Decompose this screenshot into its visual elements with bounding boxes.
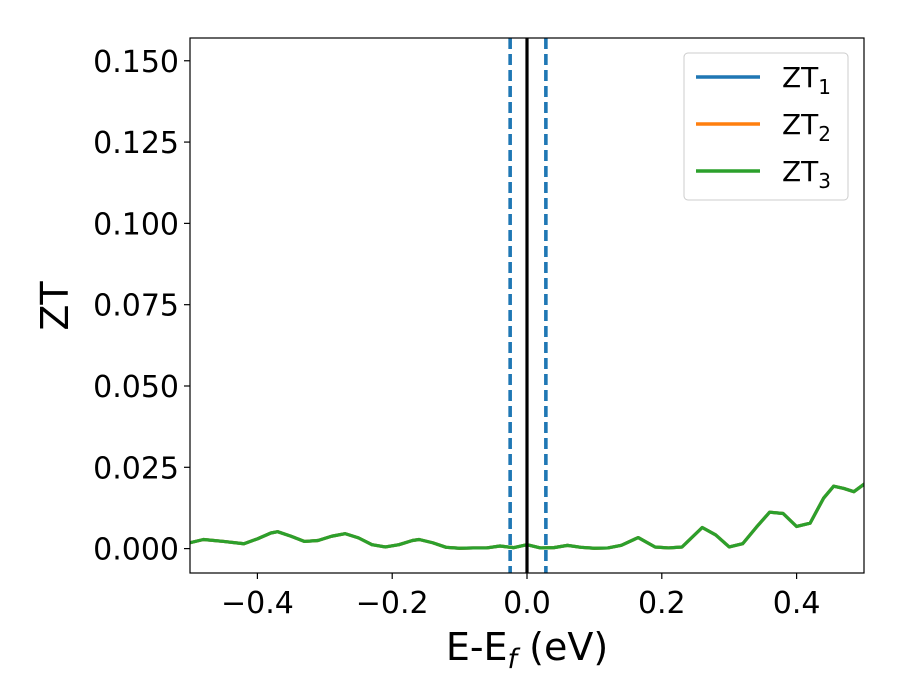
legend-label-zt3: ZT3 — [782, 155, 831, 193]
legend: ZT1 ZT2 ZT3 — [683, 52, 849, 201]
legend-label-zt1: ZT1 — [782, 61, 831, 99]
y-axis-title: ZT — [33, 281, 77, 331]
series-line-zt3 — [190, 482, 864, 550]
legend-box — [683, 52, 849, 201]
x-tick-label: 0.2 — [638, 586, 686, 621]
y-tick-label: 0.025 — [93, 451, 179, 486]
y-tick-label: 0.100 — [93, 207, 179, 242]
chart-marks — [190, 38, 864, 573]
x-tick-label: −0.2 — [356, 586, 429, 621]
x-axis: −0.4 −0.2 0.0 0.2 0.4 — [221, 573, 820, 621]
legend-label-zt2: ZT2 — [782, 108, 831, 146]
y-tick-label: 0.050 — [93, 370, 179, 405]
y-tick-label: 0.125 — [93, 126, 179, 161]
y-tick-label: 0.150 — [93, 45, 179, 80]
y-axis: 0.000 0.025 0.050 0.075 0.100 0.125 0.150 — [93, 45, 190, 568]
x-axis-title: E-Ef (eV) — [446, 625, 608, 675]
x-tick-label: 0.4 — [773, 586, 821, 621]
x-tick-label: 0.0 — [503, 586, 551, 621]
y-tick-label: 0.075 — [93, 289, 179, 324]
y-tick-label: 0.000 — [93, 533, 179, 568]
x-tick-label: −0.4 — [221, 586, 294, 621]
